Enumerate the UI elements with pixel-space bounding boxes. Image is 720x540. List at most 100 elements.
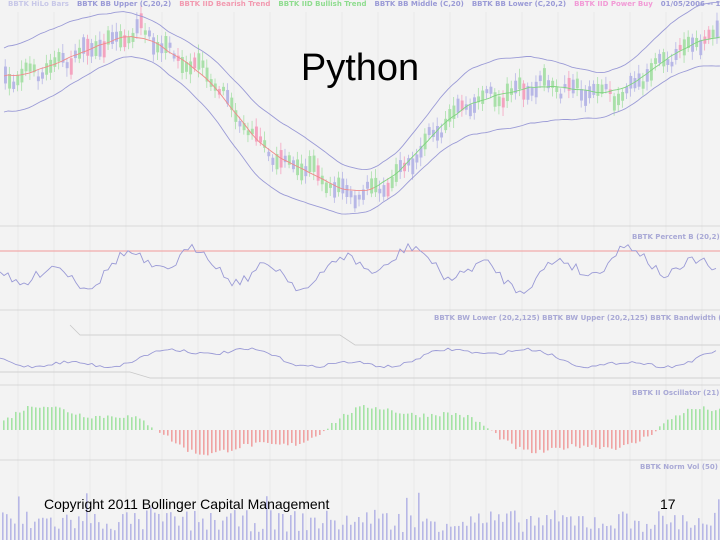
volume-bar xyxy=(50,517,52,540)
oscillator-bar xyxy=(671,419,673,430)
candle-body xyxy=(514,80,518,94)
percent-b-line xyxy=(0,242,717,294)
volume-bar xyxy=(410,515,412,540)
oscillator-bar xyxy=(615,430,617,450)
oscillator-bar xyxy=(79,413,81,430)
candle-body xyxy=(234,110,238,122)
oscillator-bar xyxy=(19,412,21,430)
volume-bar xyxy=(698,518,700,540)
volume-bar xyxy=(22,523,24,540)
volume-bar xyxy=(402,531,404,540)
oscillator-bar xyxy=(147,425,149,430)
candle-body xyxy=(152,37,156,55)
candle-body xyxy=(123,35,127,48)
volume-bar xyxy=(326,510,328,540)
oscillator-bar xyxy=(371,408,373,430)
volume-bar xyxy=(182,516,184,540)
candle-body xyxy=(164,36,168,53)
candle-body xyxy=(407,158,411,166)
oscillator-bar xyxy=(703,406,705,430)
oscillator-bar xyxy=(443,412,445,430)
bearish-trend-line xyxy=(3,36,375,192)
oscillator-bar xyxy=(235,430,237,450)
candle-body xyxy=(238,121,242,127)
oscillator-bar xyxy=(251,430,253,447)
oscillator-bar xyxy=(711,411,713,430)
volume-bar xyxy=(574,525,576,540)
candle-body xyxy=(588,86,592,99)
oscillator-bar xyxy=(435,415,437,430)
candle-body xyxy=(139,13,143,29)
oscillator-bar xyxy=(67,412,69,430)
oscillator-bar xyxy=(707,409,709,430)
candle-body xyxy=(271,157,275,165)
candle-body xyxy=(493,92,497,107)
volume-bar xyxy=(566,517,568,540)
candle-body xyxy=(658,53,662,63)
oscillator-bar xyxy=(455,413,457,430)
volume-bar xyxy=(470,516,472,540)
oscillator-bar xyxy=(239,430,241,449)
oscillator-bar xyxy=(51,407,53,430)
volume-bar xyxy=(110,528,112,540)
volume-bar xyxy=(674,515,676,540)
candle-body xyxy=(49,59,53,73)
legend-entry: BBTK HiLo Bars xyxy=(8,0,69,8)
candle-body xyxy=(707,29,711,40)
volume-bar xyxy=(558,521,560,540)
candle-body xyxy=(250,128,254,135)
volume-bar xyxy=(218,529,220,540)
candle-body xyxy=(263,140,267,148)
volume-bar xyxy=(494,520,496,540)
candle-body xyxy=(45,63,49,75)
oscillator-bar xyxy=(95,415,97,430)
oscillator-bar xyxy=(447,412,449,430)
candle-body xyxy=(213,83,217,91)
oscillator-bar xyxy=(159,430,161,433)
candle-body xyxy=(73,50,77,59)
volume-bar xyxy=(146,510,148,540)
oscillator-bar xyxy=(379,409,381,430)
oscillator-bar xyxy=(335,423,337,430)
oscillator-bar xyxy=(191,430,193,450)
slide-title: Python xyxy=(300,47,420,89)
oscillator-bar xyxy=(511,430,513,444)
volume-bar xyxy=(78,516,80,540)
oscillator-bar xyxy=(35,407,37,430)
volume-bar xyxy=(166,513,168,540)
volume-bar xyxy=(450,526,452,540)
candle-body xyxy=(662,52,666,67)
volume-bar xyxy=(626,513,628,540)
volume-bar xyxy=(374,509,376,540)
volume-bar xyxy=(638,521,640,540)
volume-bar xyxy=(514,510,516,540)
candle-body xyxy=(637,73,641,87)
candle-body xyxy=(168,42,172,48)
oscillator-bar xyxy=(211,430,213,454)
legend-entry: BBTK IID Bearish Trend xyxy=(179,0,271,8)
oscillator-bar xyxy=(227,430,229,453)
volume-bar xyxy=(518,522,520,540)
candle-body xyxy=(41,72,44,79)
oscillator-bar xyxy=(163,430,165,435)
candle-body xyxy=(485,89,489,94)
volume-bar xyxy=(666,524,668,540)
volume-bar xyxy=(330,519,332,540)
percent-b-panel xyxy=(0,242,720,294)
oscillator-bar xyxy=(483,425,485,430)
oscillator-bar xyxy=(423,413,425,430)
oscillator-bar xyxy=(15,411,17,430)
volume-bar xyxy=(458,525,460,540)
volume-bar xyxy=(474,522,476,540)
oscillator-bar xyxy=(427,416,429,430)
oscillator-bar xyxy=(639,430,641,442)
candle-body xyxy=(143,30,147,35)
volume-bar xyxy=(370,523,372,540)
volume-bar xyxy=(498,514,500,540)
candle-body xyxy=(341,178,345,194)
candle-body xyxy=(287,155,291,165)
volume-bar xyxy=(246,510,248,540)
oscillator-bar xyxy=(407,413,409,430)
candle-body xyxy=(674,48,678,60)
